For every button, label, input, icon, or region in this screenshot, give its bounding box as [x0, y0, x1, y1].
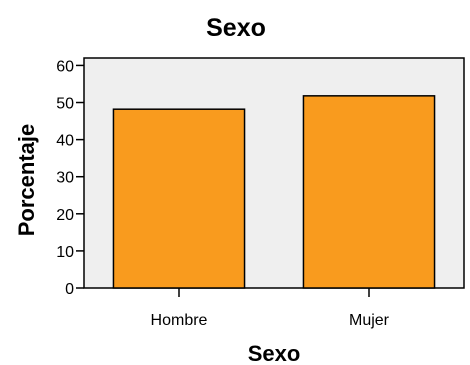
x-axis: Hombre Mujer: [151, 288, 390, 329]
bars-group: [112, 95, 436, 289]
y-tick-label: 0: [65, 281, 74, 298]
chart-title: Sexo: [206, 14, 266, 42]
bar-mujer: [302, 95, 436, 289]
y-axis: 0 10 20 30 40 50 60: [56, 58, 84, 298]
y-tick-label: 40: [56, 133, 74, 150]
y-tick-label: 50: [56, 96, 74, 113]
x-axis-title: Sexo: [248, 341, 301, 365]
y-tick-label: 30: [56, 170, 74, 187]
y-axis-title: Porcentaje: [14, 124, 39, 237]
y-tick-label: 20: [56, 207, 74, 224]
x-category-label: Hombre: [151, 312, 208, 329]
x-category-label: Mujer: [349, 312, 390, 329]
y-tick-label: 60: [56, 58, 74, 75]
bar-hombre: [112, 108, 246, 289]
y-tick-label: 10: [56, 244, 74, 261]
